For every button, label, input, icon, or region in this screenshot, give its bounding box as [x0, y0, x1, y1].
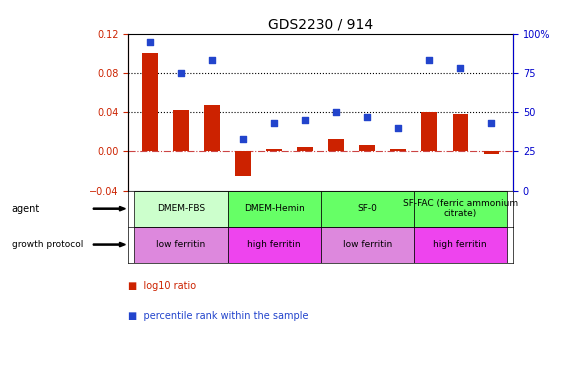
- Text: DMEM-Hemin: DMEM-Hemin: [244, 204, 304, 213]
- Point: [363, 114, 372, 120]
- Point: [145, 39, 154, 45]
- Bar: [135, 226, 227, 262]
- Text: high ferritin: high ferritin: [434, 240, 487, 249]
- Bar: [391, 148, 406, 152]
- Bar: [422, 112, 437, 152]
- Text: high ferritin: high ferritin: [247, 240, 301, 249]
- Bar: [452, 114, 468, 152]
- Point: [424, 57, 434, 63]
- Point: [269, 120, 279, 126]
- Bar: [483, 152, 499, 154]
- Point: [487, 120, 496, 126]
- Text: low ferritin: low ferritin: [343, 240, 392, 249]
- Text: growth protocol: growth protocol: [12, 240, 83, 249]
- Text: SF-0: SF-0: [357, 204, 377, 213]
- Title: GDS2230 / 914: GDS2230 / 914: [268, 17, 373, 31]
- Point: [208, 57, 217, 63]
- Bar: [414, 191, 507, 226]
- Bar: [321, 226, 414, 262]
- Point: [300, 117, 310, 123]
- Bar: [297, 147, 313, 152]
- Text: SF-FAC (ferric ammonium
citrate): SF-FAC (ferric ammonium citrate): [403, 199, 518, 218]
- Bar: [142, 53, 158, 152]
- Bar: [266, 148, 282, 152]
- Bar: [227, 226, 321, 262]
- Point: [332, 109, 341, 115]
- Text: low ferritin: low ferritin: [156, 240, 206, 249]
- Point: [238, 136, 248, 142]
- Point: [176, 70, 185, 76]
- Bar: [173, 110, 189, 152]
- Bar: [135, 191, 227, 226]
- Bar: [321, 191, 414, 226]
- Point: [456, 65, 465, 71]
- Bar: [227, 191, 321, 226]
- Bar: [204, 105, 220, 152]
- Text: DMEM-FBS: DMEM-FBS: [157, 204, 205, 213]
- Text: ■  log10 ratio: ■ log10 ratio: [128, 281, 196, 291]
- Bar: [328, 139, 344, 152]
- Bar: [360, 145, 375, 152]
- Bar: [236, 152, 251, 176]
- Point: [394, 125, 403, 131]
- Bar: [414, 226, 507, 262]
- Text: ■  percentile rank within the sample: ■ percentile rank within the sample: [128, 311, 309, 321]
- Text: agent: agent: [12, 204, 40, 214]
